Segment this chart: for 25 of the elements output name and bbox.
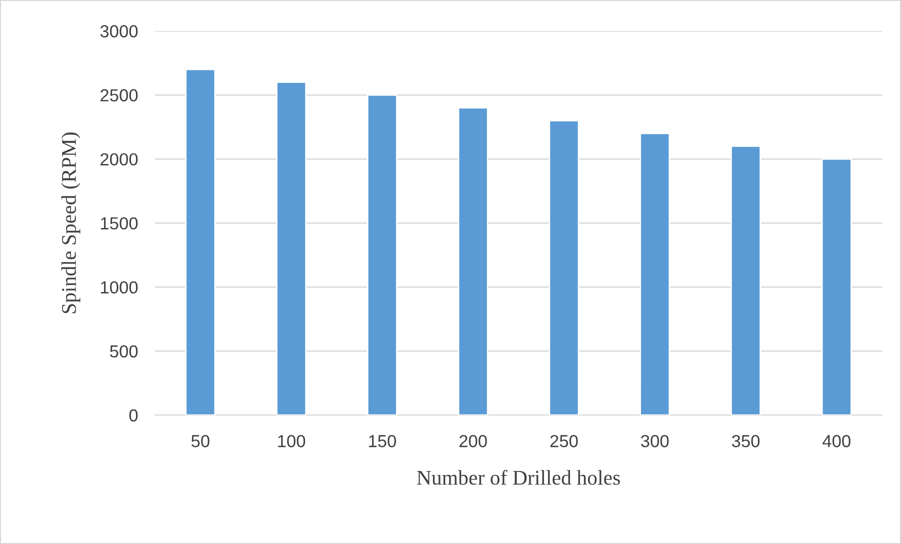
y-tick-label: 2500 — [100, 89, 138, 102]
bar — [640, 132, 670, 416]
x-tick-label: 100 — [278, 434, 306, 448]
bar — [730, 146, 761, 416]
y-axis-title: Spindle Speed (RPM) — [61, 132, 80, 314]
bar — [276, 82, 307, 416]
y-tick-label: 500 — [110, 345, 138, 358]
bar — [821, 158, 852, 416]
x-tick-label: 300 — [641, 434, 669, 448]
bar — [548, 120, 580, 416]
x-tick-label: 200 — [459, 434, 487, 448]
x-axis-title: Number of Drilled holes — [417, 470, 620, 485]
bar — [458, 107, 488, 416]
x-tick-label: 150 — [369, 434, 396, 448]
x-tick-label: 50 — [191, 434, 210, 448]
y-tick-label: 2000 — [100, 153, 138, 166]
bar — [366, 94, 398, 416]
y-tick-label: 3000 — [100, 25, 138, 38]
y-tick-label: 1500 — [101, 217, 138, 230]
x-tick-label: 350 — [732, 434, 760, 448]
bar — [185, 68, 216, 416]
x-tick-label: 400 — [822, 434, 850, 448]
y-tick-label: 0 — [129, 409, 138, 422]
x-tick-label: 250 — [550, 434, 578, 448]
y-tick-label: 1000 — [101, 281, 138, 294]
